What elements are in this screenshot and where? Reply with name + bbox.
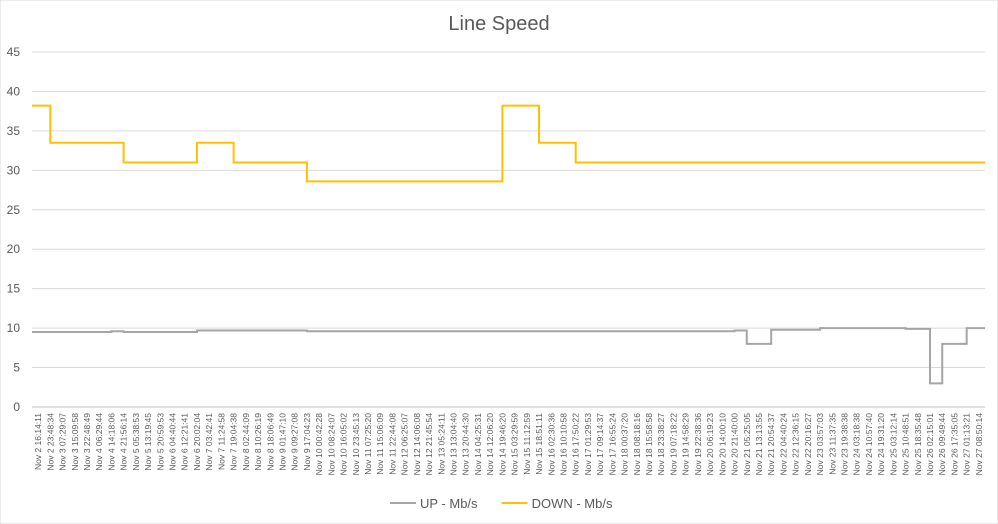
x-tick-label: Nov 24 03:18:38 bbox=[852, 413, 862, 476]
x-tick-label: Nov 15 11:12:59 bbox=[522, 413, 532, 475]
x-tick-label: Nov 10 08:24:07 bbox=[326, 413, 336, 476]
x-tick-label: Nov 16 02:30:36 bbox=[546, 413, 556, 476]
x-tick-label: Nov 21 20:54:37 bbox=[766, 413, 776, 476]
x-tick-label: Nov 2 16:14:11 bbox=[33, 413, 43, 470]
x-tick-label: Nov 26 02:15:01 bbox=[925, 413, 935, 476]
x-tick-label: Nov 11 15:06:09 bbox=[375, 413, 385, 475]
legend-label: DOWN - Mb/s bbox=[532, 496, 613, 511]
x-tick-label: Nov 13 13:04:40 bbox=[449, 413, 459, 476]
x-tick-label: Nov 17 09:14:37 bbox=[595, 413, 605, 476]
x-tick-label: Nov 26 09:49:44 bbox=[937, 413, 947, 476]
x-tick-label: Nov 10 16:05:02 bbox=[339, 413, 349, 476]
x-tick-label: Nov 7 19:04:38 bbox=[229, 413, 239, 471]
x-tick-label: Nov 9 09:27:08 bbox=[290, 413, 300, 471]
x-tick-label: Nov 7 03:42:41 bbox=[204, 413, 214, 471]
x-tick-label: Nov 23 11:37:35 bbox=[827, 413, 837, 475]
x-tick-label: Nov 22 20:16:27 bbox=[803, 413, 813, 476]
x-tick-label: Nov 10 23:45:13 bbox=[351, 413, 361, 476]
x-tick-label: Nov 17 01:29:53 bbox=[583, 413, 593, 476]
x-tick-label: Nov 16 17:50:22 bbox=[571, 413, 581, 476]
x-tick-label: Nov 12 06:25:07 bbox=[400, 413, 410, 476]
x-tick-label: Nov 18 00:37:20 bbox=[620, 413, 630, 476]
x-tick-label: Nov 15 03:29:59 bbox=[510, 413, 520, 476]
x-tick-label: Nov 20 14:00:10 bbox=[717, 413, 727, 476]
x-tick-label: Nov 21 13:13:55 bbox=[754, 413, 764, 476]
x-tick-label: Nov 25 18:35:48 bbox=[913, 413, 923, 476]
x-tick-label: Nov 3 22:48:49 bbox=[82, 413, 92, 471]
x-tick-label: Nov 22 12:36:15 bbox=[791, 413, 801, 476]
x-tick-label: Nov 26 17:35:05 bbox=[949, 413, 959, 476]
x-tick-label: Nov 21 05:25:05 bbox=[742, 413, 752, 476]
x-tick-label: Nov 16 10:10:58 bbox=[558, 413, 568, 476]
x-tick-label: Nov 6 12:21:41 bbox=[180, 413, 190, 471]
y-tick-label: 45 bbox=[7, 45, 21, 59]
y-tick-label: 5 bbox=[13, 361, 20, 375]
x-tick-label: Nov 4 14:18:06 bbox=[106, 413, 116, 471]
y-tick-label: 30 bbox=[7, 163, 21, 177]
x-tick-label: Nov 13 05:24:11 bbox=[436, 413, 446, 475]
chart-title: Line Speed bbox=[448, 13, 549, 35]
y-tick-label: 20 bbox=[7, 242, 21, 256]
y-tick-label: 15 bbox=[7, 282, 21, 296]
y-tick-label: 25 bbox=[7, 203, 21, 217]
y-tick-label: 35 bbox=[7, 124, 21, 138]
x-tick-label: Nov 18 15:58:58 bbox=[644, 413, 654, 476]
x-tick-label: Nov 4 06:29:44 bbox=[94, 413, 104, 471]
line-series bbox=[32, 104, 985, 183]
x-tick-label: Nov 7 11:24:58 bbox=[216, 413, 226, 470]
x-tick-label: Nov 18 08:18:16 bbox=[632, 413, 642, 476]
x-tick-label: Nov 4 21:56:14 bbox=[119, 413, 129, 471]
x-tick-label: Nov 24 19:31:20 bbox=[876, 413, 886, 476]
x-tick-label: Nov 5 05:38:53 bbox=[131, 413, 141, 471]
x-tick-label: Nov 11 22:44:08 bbox=[387, 413, 397, 475]
x-tick-label: Nov 27 01:13:21 bbox=[962, 413, 972, 476]
x-tick-label: Nov 14 12:06:20 bbox=[485, 413, 495, 476]
x-tick-label: Nov 23 03:57:03 bbox=[815, 413, 825, 476]
x-tick-label: Nov 19 07:18:22 bbox=[668, 413, 678, 476]
x-tick-label: Nov 10 00:42:28 bbox=[314, 413, 324, 476]
x-tick-label: Nov 25 03:12:14 bbox=[888, 413, 898, 476]
y-tick-label: 40 bbox=[7, 84, 21, 98]
line-series bbox=[32, 327, 985, 385]
x-tick-label: Nov 5 13:19:45 bbox=[143, 413, 153, 471]
x-tick-label: Nov 14 04:25:31 bbox=[473, 413, 483, 476]
x-tick-label: Nov 11 07:25:20 bbox=[363, 413, 373, 475]
x-tick-label: Nov 19 14:58:29 bbox=[681, 413, 691, 476]
x-tick-label: Nov 3 15:09:58 bbox=[70, 413, 80, 471]
x-tick-label: Nov 6 04:40:44 bbox=[168, 413, 178, 471]
x-tick-label: Nov 13 20:44:30 bbox=[461, 413, 471, 476]
x-tick-label: Nov 24 10:57:40 bbox=[864, 413, 874, 476]
x-tick-label: Nov 15 18:51:11 bbox=[534, 413, 544, 475]
x-tick-label: Nov 14 19:46:20 bbox=[497, 413, 507, 476]
x-tick-label: Nov 17 16:55:24 bbox=[607, 413, 617, 476]
x-tick-label: Nov 5 20:59:53 bbox=[155, 413, 165, 471]
x-tick-label: Nov 12 21:45:54 bbox=[424, 413, 434, 476]
x-tick-label: Nov 27 08:50:14 bbox=[974, 413, 984, 476]
x-tick-label: Nov 25 10:48:51 bbox=[901, 413, 911, 476]
x-tick-label: Nov 8 10:26:19 bbox=[253, 413, 263, 471]
x-tick-label: Nov 8 02:44:09 bbox=[241, 413, 251, 471]
x-tick-label: Nov 23 19:38:38 bbox=[839, 413, 849, 476]
x-tick-label: Nov 22 04:40:24 bbox=[778, 413, 788, 476]
x-tick-label: Nov 20 06:19:23 bbox=[705, 413, 715, 476]
x-tick-label: Nov 9 01:47:10 bbox=[277, 413, 287, 471]
y-tick-label: 10 bbox=[7, 321, 21, 335]
x-tick-label: Nov 8 18:06:49 bbox=[265, 413, 275, 471]
x-tick-label: Nov 9 17:04:23 bbox=[302, 413, 312, 471]
x-tick-label: Nov 20 21:40:00 bbox=[730, 413, 740, 476]
x-tick-label: Nov 19 22:38:36 bbox=[693, 413, 703, 476]
y-tick-label: 0 bbox=[13, 400, 20, 414]
x-tick-label: Nov 12 14:06:08 bbox=[412, 413, 422, 476]
x-tick-label: Nov 6 20:02:04 bbox=[192, 413, 202, 471]
x-tick-label: Nov 18 23:38:27 bbox=[656, 413, 666, 476]
x-tick-label: Nov 2 23:48:34 bbox=[45, 413, 55, 471]
x-tick-label: Nov 3 07:29:07 bbox=[58, 413, 68, 471]
legend-label: UP - Mb/s bbox=[420, 496, 478, 511]
